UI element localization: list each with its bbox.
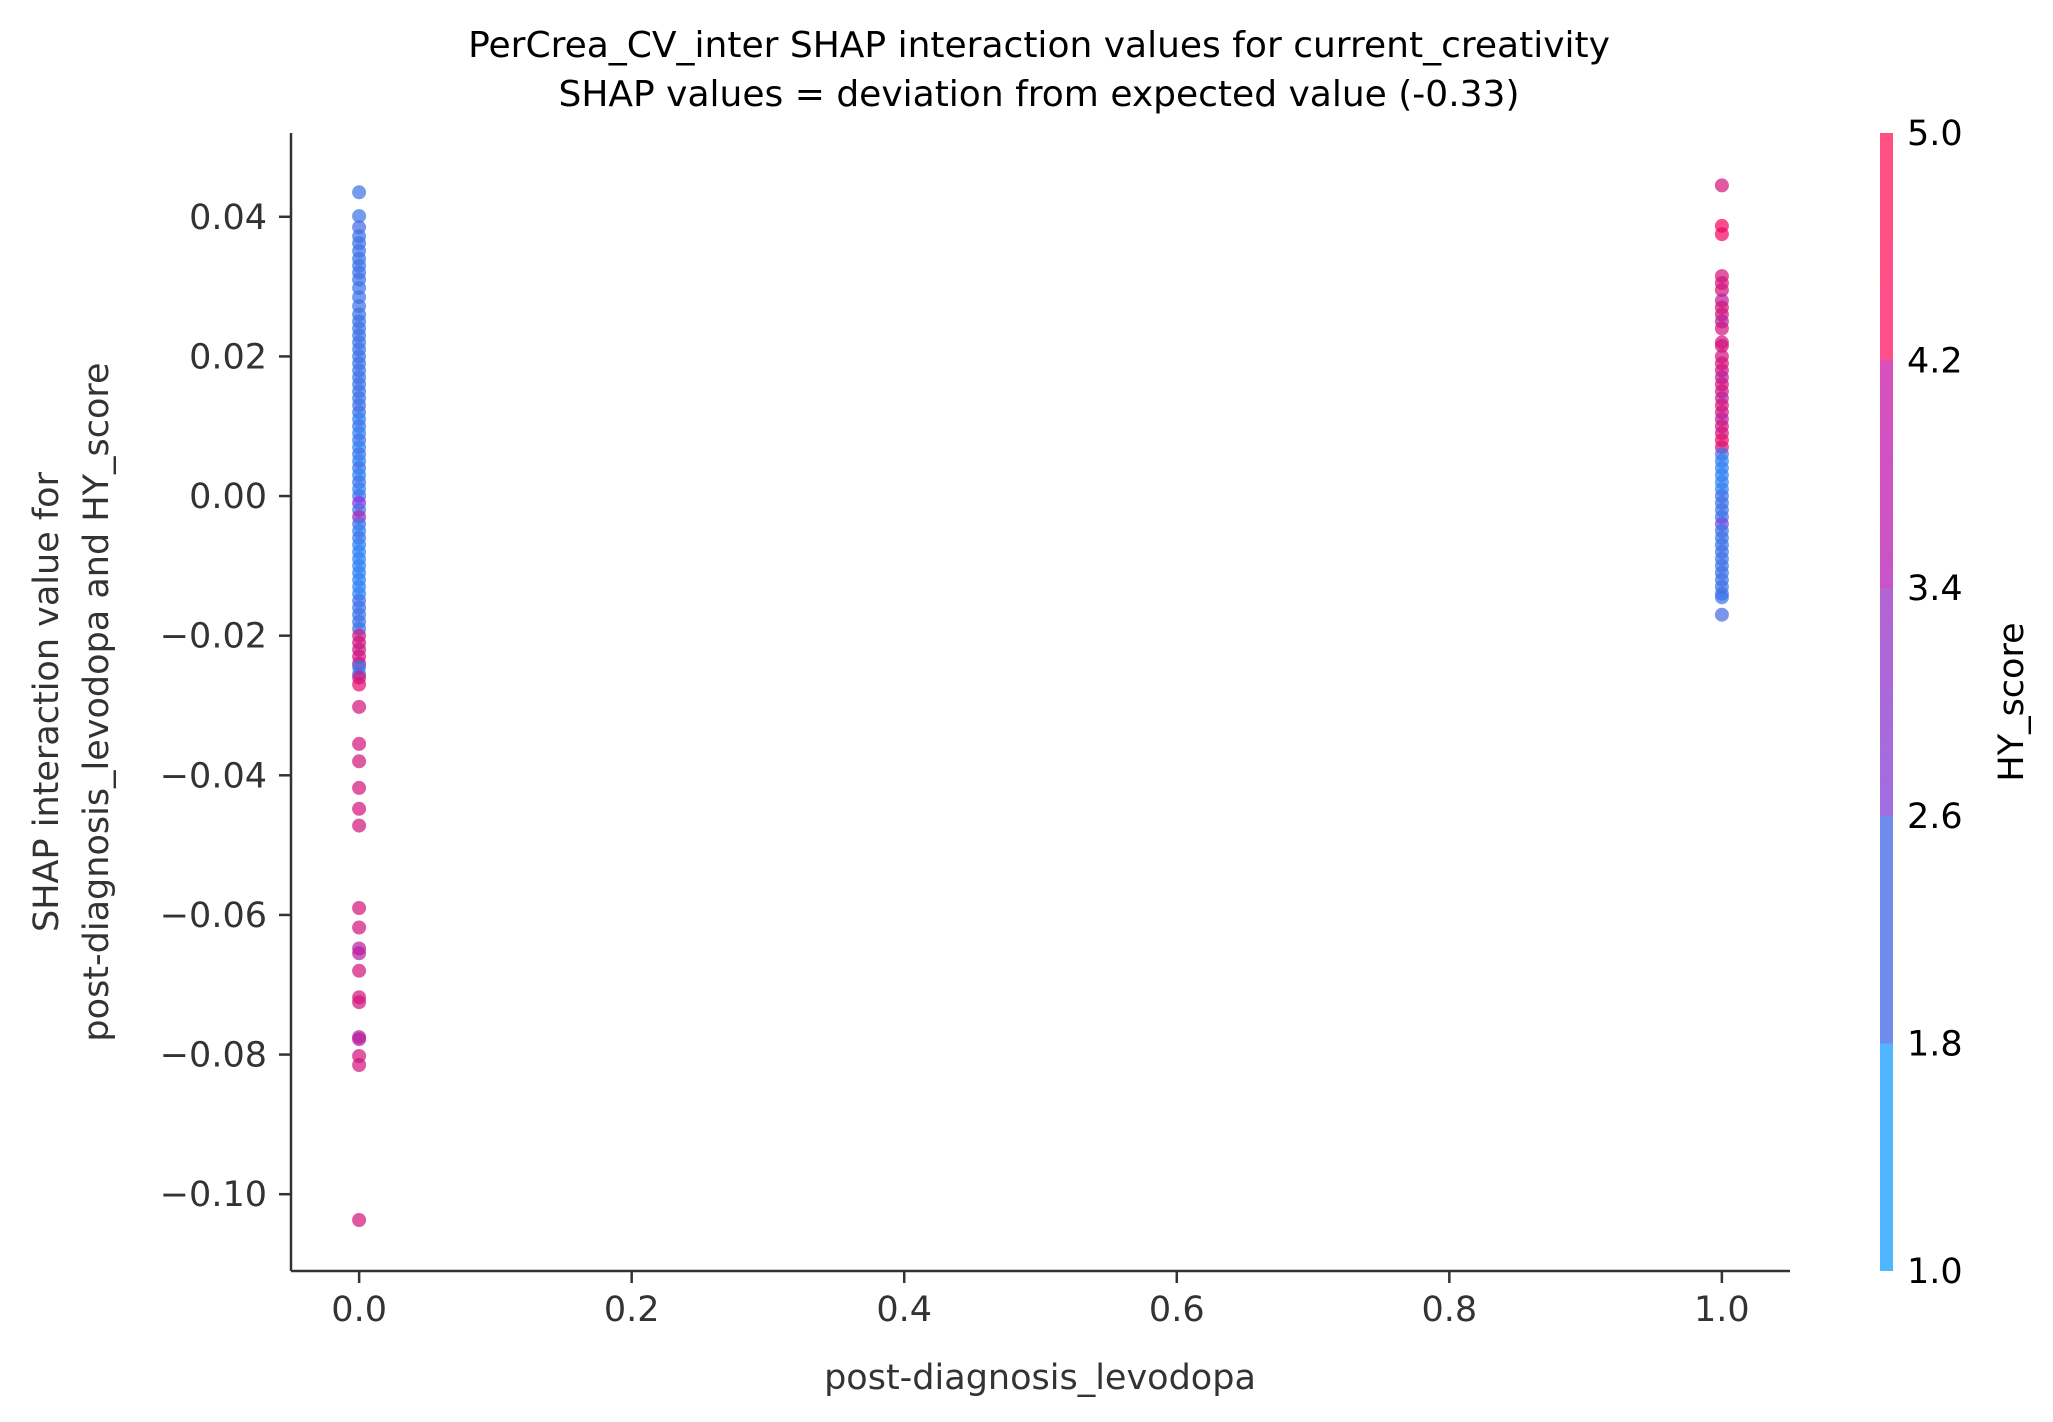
y-tick-label: −0.10 — [160, 1175, 267, 1215]
data-point — [352, 901, 367, 915]
data-point — [352, 677, 367, 692]
data-point — [352, 963, 367, 978]
data-point — [352, 946, 367, 961]
x-axis-ticks: 0.0 0.2 0.4 0.6 0.8 1.0 — [331, 1271, 1750, 1330]
data-point — [352, 185, 367, 200]
data-point — [352, 209, 367, 224]
y-tick-label: 0.02 — [189, 337, 267, 377]
y-axis-label-line2: post-diagnosis_levodopa and HY_score — [77, 362, 117, 1041]
x-tick-label: 0.0 — [331, 1290, 387, 1330]
data-point — [352, 780, 367, 795]
y-tick-label: −0.08 — [160, 1036, 267, 1076]
data-point — [1714, 338, 1729, 353]
data-point — [1714, 178, 1729, 193]
colorbar-tick-label: 2.6 — [1907, 797, 1963, 837]
data-point — [352, 995, 367, 1010]
colorbar-label: HY_score — [1992, 622, 2032, 781]
x-tick-label: 0.6 — [1149, 1290, 1205, 1330]
colorbar-gradient — [1880, 133, 1893, 1271]
y-axis-ticks: 0.04 0.02 0.00 −0.02 −0.04 −0.06 −0.08 −0.10 — [160, 198, 291, 1215]
data-point — [1714, 283, 1729, 298]
data-point — [1714, 607, 1729, 622]
data-point — [1714, 227, 1729, 242]
scatter-points — [352, 178, 1729, 1227]
colorbar-tick-label: 1.0 — [1907, 1252, 1963, 1292]
y-tick-label: 0.00 — [189, 477, 267, 517]
colorbar-tick-label: 5.0 — [1907, 114, 1963, 154]
chart-subtitle: SHAP values = deviation from expected va… — [558, 74, 1519, 115]
data-point — [352, 736, 367, 751]
data-point — [352, 1032, 367, 1047]
y-tick-label: −0.02 — [160, 617, 267, 657]
data-point — [1714, 590, 1729, 605]
y-tick-label: −0.04 — [160, 756, 267, 796]
data-point — [352, 754, 367, 769]
colorbar-tick-label: 3.4 — [1907, 569, 1963, 609]
y-tick-label: 0.04 — [189, 198, 267, 238]
x-tick-label: 0.4 — [876, 1290, 932, 1330]
data-point — [352, 818, 367, 833]
x-tick-label: 1.0 — [1694, 1290, 1750, 1330]
data-point — [352, 699, 367, 714]
x-axis-label: post-diagnosis_levodopa — [824, 1358, 1256, 1398]
chart-title: PerCrea_CV_inter SHAP interaction values… — [468, 25, 1610, 66]
y-tick-label: −0.06 — [160, 896, 267, 936]
data-point — [352, 1058, 367, 1072]
x-tick-label: 0.2 — [604, 1290, 660, 1330]
data-point — [352, 801, 367, 816]
colorbar: 1.0 1.8 2.6 3.4 4.2 5.0 — [1880, 114, 1963, 1292]
data-point — [352, 1213, 367, 1227]
y-axis-label-line1: SHAP interaction value for — [27, 471, 67, 932]
data-point — [352, 920, 367, 935]
data-point — [1714, 321, 1729, 336]
colorbar-tick-label: 1.8 — [1907, 1024, 1963, 1064]
colorbar-tick-label: 4.2 — [1907, 342, 1963, 382]
x-tick-label: 0.8 — [1421, 1290, 1477, 1330]
